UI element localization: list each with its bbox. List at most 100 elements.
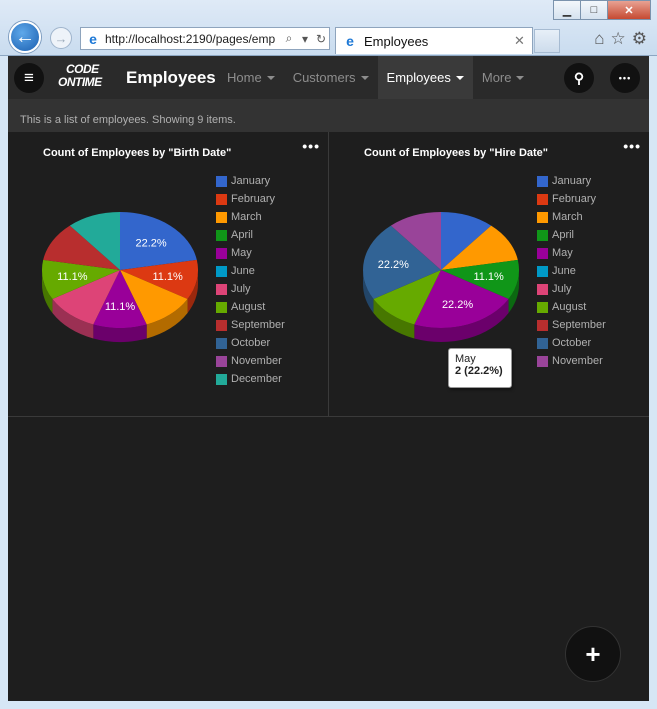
legend-item[interactable]: November	[537, 352, 606, 370]
menu-customers[interactable]: Customers	[284, 56, 378, 99]
chart-menu-button[interactable]: •••	[302, 138, 320, 154]
maximize-button[interactable]: □	[580, 0, 608, 20]
legend-label: July	[552, 283, 572, 295]
back-button[interactable]: ←	[9, 21, 41, 53]
legend-swatch	[216, 193, 227, 205]
pie-slice-december[interactable]	[69, 212, 120, 270]
legend-item[interactable]: April	[537, 226, 606, 244]
menu-more[interactable]: More	[473, 56, 534, 99]
legend-item[interactable]: September	[216, 316, 285, 334]
legend-item[interactable]: November	[216, 352, 285, 370]
pie-slice-october[interactable]	[363, 225, 441, 299]
pie-slice-side[interactable]	[363, 270, 374, 313]
hamburger-icon[interactable]: ≡	[14, 63, 44, 93]
legend-item[interactable]: August	[216, 298, 285, 316]
browser-tab[interactable]: e Employees ✕	[335, 27, 533, 54]
legend-item[interactable]: August	[537, 298, 606, 316]
pie-slice-march[interactable]	[441, 225, 518, 270]
tab-close-icon[interactable]: ✕	[514, 33, 525, 48]
more-options-button[interactable]: •••	[610, 63, 640, 93]
search-button[interactable]: ⚲	[564, 63, 594, 93]
window-controls: ▁ □ ✕	[553, 0, 651, 20]
legend-item[interactable]: March	[216, 208, 285, 226]
legend-label: August	[231, 301, 266, 313]
pie-slice-february[interactable]	[120, 259, 198, 299]
pie-slice-side[interactable]	[93, 324, 147, 342]
legend-item[interactable]: June	[216, 262, 285, 280]
address-bar[interactable]: e http://localhost:2190/pages/emp ⌕ ▾ ↻	[80, 27, 330, 50]
legend-item[interactable]: January	[216, 172, 285, 190]
legend-label: February	[231, 193, 276, 205]
pie-slice-may[interactable]	[414, 270, 509, 328]
legend-swatch	[537, 193, 548, 205]
caret-icon	[516, 75, 525, 80]
browser-chrome: ▁ □ ✕ ← → e http://localhost:2190/pages/…	[0, 0, 657, 56]
menu-employees[interactable]: Employees	[377, 56, 473, 99]
new-tab-button[interactable]	[534, 29, 560, 53]
legend-swatch	[537, 265, 548, 277]
legend-label: August	[552, 301, 587, 313]
refresh-icon[interactable]: ↻	[315, 31, 327, 46]
legend-item[interactable]: July	[216, 280, 285, 298]
info-text: This is a list of employees. Showing 9 i…	[20, 114, 236, 126]
legend-item[interactable]: February	[537, 190, 606, 208]
legend-swatch	[216, 247, 227, 259]
tooltip-label: May	[455, 353, 476, 365]
pie-slice-side[interactable]	[373, 299, 415, 339]
home-icon[interactable]: ⌂	[594, 29, 605, 48]
pie-slice-march[interactable]	[120, 270, 188, 325]
legend-swatch	[537, 175, 548, 187]
forward-button[interactable]: →	[50, 27, 72, 49]
menu-home[interactable]: Home	[218, 56, 284, 99]
legend-item[interactable]: March	[537, 208, 606, 226]
legend-item[interactable]: January	[537, 172, 606, 190]
legend-item[interactable]: February	[216, 190, 285, 208]
pie-slice-august[interactable]	[41, 259, 120, 299]
pie-slice-side[interactable]	[52, 299, 94, 339]
pie-slice-january[interactable]	[120, 212, 197, 270]
pie-slice-january[interactable]	[441, 212, 492, 270]
legend-item[interactable]: May	[216, 244, 285, 262]
chart-menu-button[interactable]: •••	[623, 138, 641, 154]
favorites-icon[interactable]: ☆	[610, 29, 626, 48]
legend-item[interactable]: October	[216, 334, 285, 352]
legend-item[interactable]: July	[537, 280, 606, 298]
legend-item[interactable]: May	[537, 244, 606, 262]
pie-chart[interactable]: 22.2% 11.1% 11.1% 11.1%	[38, 210, 198, 360]
pie-slice-may[interactable]	[93, 270, 147, 328]
legend-swatch	[537, 229, 548, 241]
pie-slice-side[interactable]	[414, 299, 509, 342]
menu-customers-label: Customers	[292, 70, 356, 85]
chart-legend: January February March April May June July Augu…	[216, 172, 285, 388]
legend-label: December	[231, 373, 282, 385]
minimize-button[interactable]: ▁	[553, 0, 581, 20]
legend-swatch	[537, 301, 548, 313]
pie-slice-september[interactable]	[43, 225, 120, 270]
pie-chart[interactable]: 11.1% 22.2% 22.2%	[359, 210, 519, 360]
legend-swatch	[216, 283, 227, 295]
legend-label: October	[552, 337, 592, 349]
pie-slice-side[interactable]	[508, 270, 519, 313]
legend-item[interactable]: April	[216, 226, 285, 244]
legend-swatch	[216, 373, 227, 385]
legend-item[interactable]: December	[216, 370, 285, 388]
legend-item[interactable]: June	[537, 262, 606, 280]
legend-label: June	[231, 265, 255, 277]
pie-slice-april[interactable]	[441, 259, 519, 299]
address-dropdown-icon[interactable]: ▾	[301, 31, 309, 46]
add-button[interactable]: +	[565, 626, 621, 682]
legend-item[interactable]: October	[537, 334, 606, 352]
close-window-button[interactable]: ✕	[607, 0, 651, 20]
pie-data-label: 11.1%	[57, 271, 88, 283]
pie-slice-july[interactable]	[52, 270, 120, 325]
pie-slice-side[interactable]	[42, 270, 53, 313]
gear-icon[interactable]: ⚙	[631, 29, 647, 48]
pie-slice-november[interactable]	[390, 212, 441, 270]
pie-slice-side[interactable]	[146, 299, 188, 339]
search-icon[interactable]: ⌕	[285, 31, 293, 45]
pie-slice-august[interactable]	[373, 270, 441, 325]
pie-slice-side[interactable]	[187, 270, 198, 313]
address-url[interactable]: http://localhost:2190/pages/emp	[105, 31, 276, 46]
legend-swatch	[216, 337, 227, 349]
legend-item[interactable]: September	[537, 316, 606, 334]
